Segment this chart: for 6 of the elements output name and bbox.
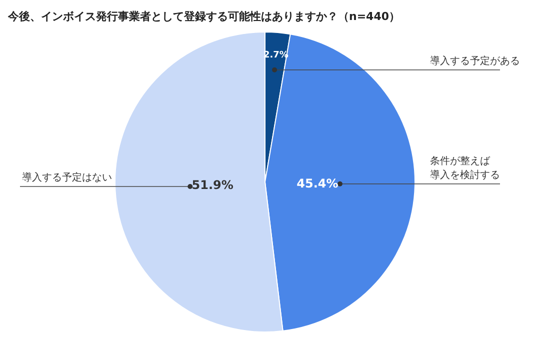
chart-title: 今後、インボイス発行事業者として登録する可能性はありますか？（n=440） (7, 10, 400, 23)
slice-label: 導入する予定はない (22, 171, 112, 184)
slice-label: 条件が整えば導入を検討する (430, 154, 500, 181)
data-label: 51.9% (192, 178, 234, 192)
data-label: 45.4% (296, 176, 338, 190)
slice-label: 導入する予定がある (430, 54, 520, 67)
